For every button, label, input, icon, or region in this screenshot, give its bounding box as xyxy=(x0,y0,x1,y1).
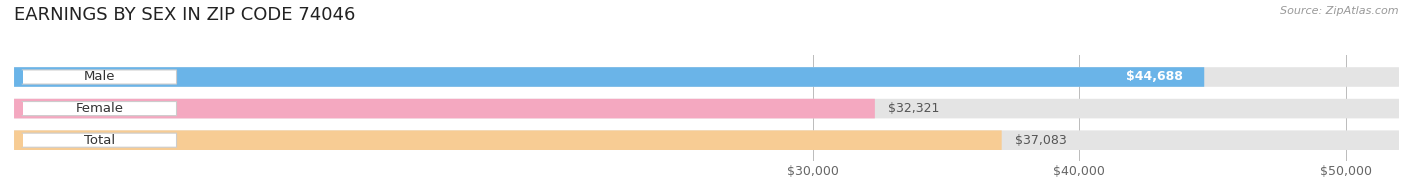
Text: EARNINGS BY SEX IN ZIP CODE 74046: EARNINGS BY SEX IN ZIP CODE 74046 xyxy=(14,6,356,24)
FancyBboxPatch shape xyxy=(14,99,1399,118)
FancyBboxPatch shape xyxy=(14,130,1399,150)
FancyBboxPatch shape xyxy=(14,130,1001,150)
Text: $32,321: $32,321 xyxy=(889,102,939,115)
Text: $37,083: $37,083 xyxy=(1015,134,1067,147)
FancyBboxPatch shape xyxy=(22,70,177,84)
FancyBboxPatch shape xyxy=(14,67,1399,87)
FancyBboxPatch shape xyxy=(22,102,177,116)
FancyBboxPatch shape xyxy=(14,67,1204,87)
Text: Total: Total xyxy=(84,134,115,147)
Text: Female: Female xyxy=(76,102,124,115)
Text: Source: ZipAtlas.com: Source: ZipAtlas.com xyxy=(1281,6,1399,16)
FancyBboxPatch shape xyxy=(22,133,177,147)
Text: $44,688: $44,688 xyxy=(1126,71,1182,83)
Text: Male: Male xyxy=(83,71,115,83)
FancyBboxPatch shape xyxy=(14,99,875,118)
